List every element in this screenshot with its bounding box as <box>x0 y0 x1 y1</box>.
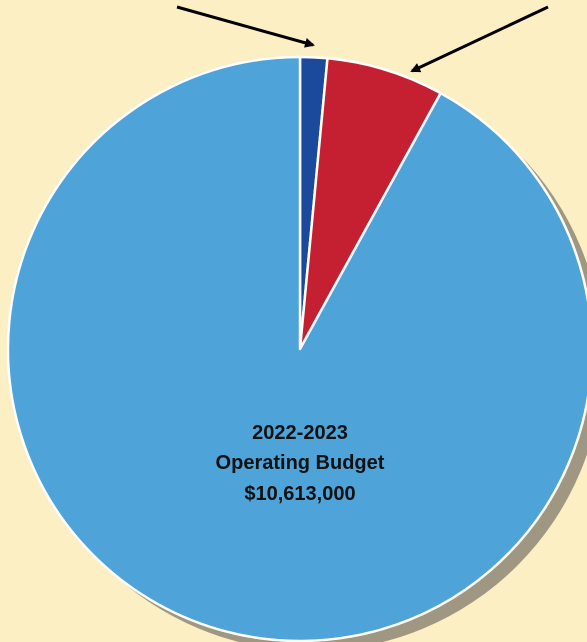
center-label-year: 2022-2023 <box>252 422 348 444</box>
pie-slice-3 <box>6 55 587 642</box>
pie-slice-2 <box>298 57 442 351</box>
callout-arrow-2 <box>410 5 549 73</box>
pie-slices <box>6 55 587 642</box>
callout-arrow-1 <box>176 5 315 48</box>
center-label-amount: $10,613,000 <box>244 483 355 505</box>
callout-arrows <box>176 5 549 73</box>
center-label-title: Operating Budget <box>216 452 385 474</box>
